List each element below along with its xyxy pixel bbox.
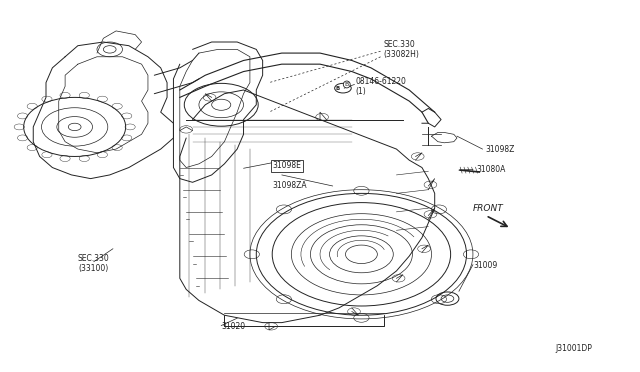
Text: 31080A: 31080A	[476, 165, 506, 174]
Text: FRONT: FRONT	[473, 203, 504, 213]
Text: 31009: 31009	[473, 261, 497, 270]
Text: J31001DP: J31001DP	[556, 344, 593, 353]
Text: SEC.330
(33082H): SEC.330 (33082H)	[384, 40, 420, 59]
Text: SEC.330
(33100): SEC.330 (33100)	[78, 254, 109, 273]
Text: B: B	[336, 86, 340, 91]
Text: 31098E: 31098E	[272, 161, 301, 170]
Text: 31020: 31020	[221, 322, 245, 331]
Text: 08146-61220
(1): 08146-61220 (1)	[355, 77, 406, 96]
Text: 31098Z: 31098Z	[486, 145, 515, 154]
Text: B: B	[344, 82, 349, 87]
Text: 31098ZA: 31098ZA	[272, 182, 307, 190]
